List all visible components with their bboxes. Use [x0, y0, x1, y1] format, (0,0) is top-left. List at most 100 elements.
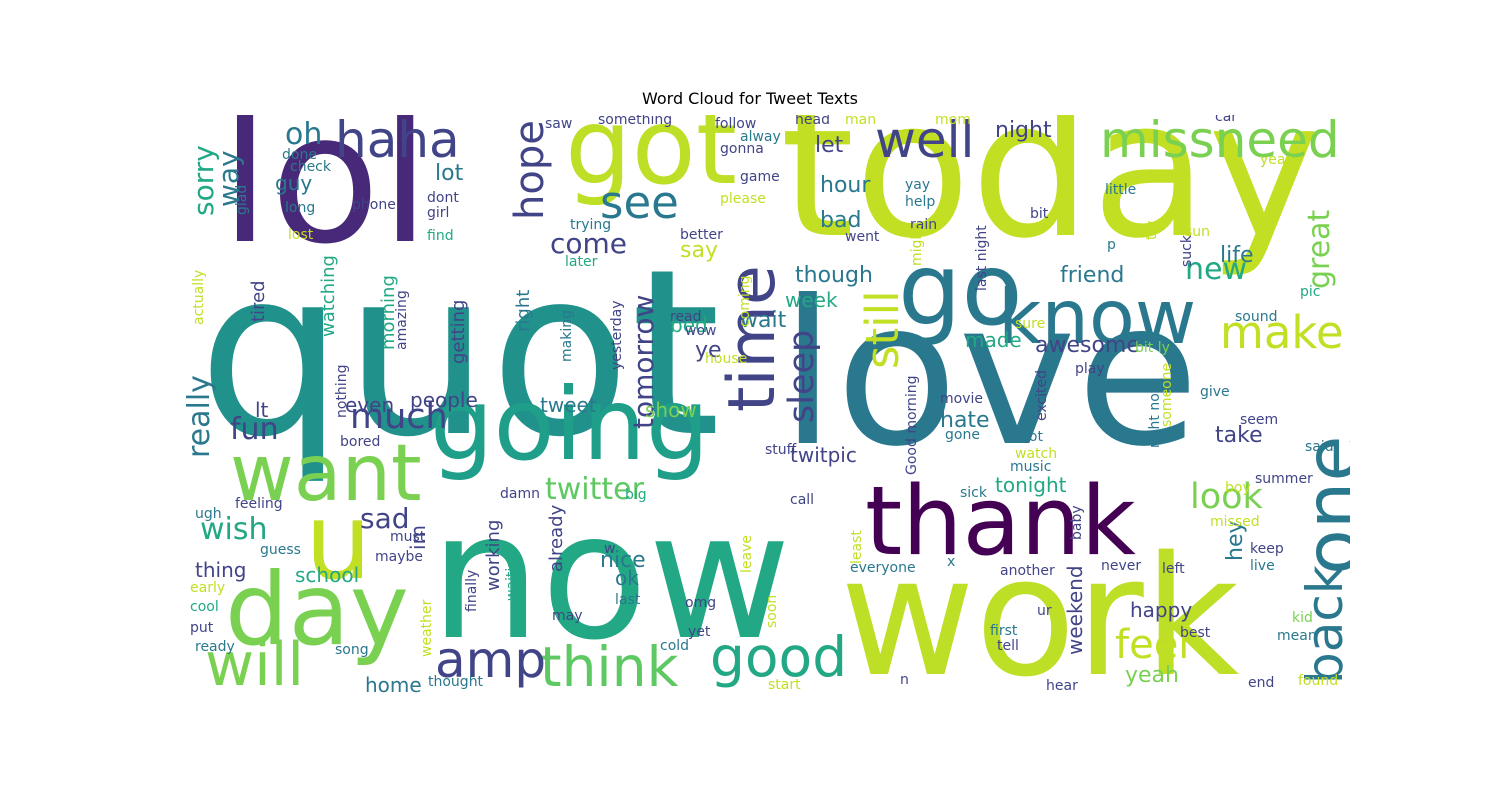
word-today: today [780, 115, 1321, 280]
word-saw: saw [545, 116, 573, 132]
word-n: n [900, 672, 909, 688]
word-people: people [410, 388, 478, 412]
word-tweet: tweet [540, 393, 597, 417]
word-best: best [1180, 625, 1211, 641]
word-already: already [546, 504, 567, 572]
word-well: well [875, 115, 975, 169]
word-week: week [785, 288, 838, 312]
word-coming: coming [737, 275, 753, 327]
word-amp: amp [435, 631, 547, 689]
word-feeling: feeling [235, 496, 283, 512]
word-read: read [670, 309, 702, 325]
word-bad: bad [820, 208, 862, 233]
word-year: year [1260, 152, 1292, 168]
word-gone: gone [945, 427, 980, 443]
word-give: give [1200, 384, 1230, 400]
word-life: life [1220, 243, 1254, 268]
word-glad: glad [234, 184, 250, 215]
word-find: find [427, 228, 454, 244]
word-fun: fun [230, 412, 279, 447]
word-seem: seem [1240, 412, 1279, 428]
word-ye: ye [695, 338, 722, 363]
word-sleep: sleep [782, 329, 822, 423]
word-watch: watch [1015, 446, 1058, 462]
word-thought: thought [428, 674, 484, 690]
word-say: say [680, 238, 718, 263]
word-getting: getting [448, 299, 469, 364]
word-ready: ready [195, 639, 235, 655]
word-waiting: waiting [504, 549, 520, 601]
word-last-night: last night [974, 225, 990, 291]
word-yay: yay [905, 177, 931, 193]
word-bit-ly: bit ly [1135, 340, 1170, 356]
word-even: even [345, 393, 395, 417]
word-found: found [1298, 673, 1339, 689]
chart-title: Word Cloud for Tweet Texts [641, 89, 859, 108]
word-big: big [625, 487, 647, 503]
word-sure: sure [1015, 316, 1046, 332]
word-happy: happy [1130, 598, 1193, 622]
word-another: another [1000, 563, 1055, 579]
word-sad: sad [360, 502, 410, 535]
word-right: right [513, 289, 534, 332]
word-feel: feel [1115, 622, 1190, 668]
word-lot: lot [435, 161, 464, 186]
word-day: day [225, 551, 409, 668]
word-head: head [795, 115, 830, 128]
word-love: love [780, 258, 1200, 491]
word-yesterday: yesterday [609, 300, 625, 370]
word-great: great [1302, 209, 1337, 289]
word-gonna: gonna [720, 141, 764, 157]
word-cool: cool [190, 599, 219, 615]
word-car: car [1215, 115, 1238, 125]
word-pic: pic [1300, 284, 1321, 300]
word-little: little [1105, 182, 1137, 198]
word-song: song [335, 642, 369, 658]
word-make: make [1220, 306, 1344, 359]
word-twitter: twitter [545, 472, 644, 507]
word-tell: tell [997, 638, 1019, 654]
word-leave: leave [739, 535, 755, 573]
word-music: music [1010, 459, 1052, 475]
word-watching: watching [318, 255, 339, 337]
word-play: play [1075, 361, 1105, 377]
word-bed: bed [670, 313, 708, 337]
word-cloud: quot love now today lol work going got day thank w… [180, 115, 1350, 700]
word-right-now: right now [1147, 381, 1163, 448]
word-lost: lost [288, 227, 314, 243]
word-damn: damn [500, 486, 540, 502]
word-check: check [290, 159, 331, 175]
word-baby: baby [1069, 505, 1085, 540]
word-later: later [565, 254, 598, 270]
word-least: least [849, 530, 865, 564]
word-p: p [1107, 237, 1116, 253]
word-twitpic: twitpic [790, 443, 857, 467]
word-wait: wait [740, 308, 787, 333]
word-hour: hour [820, 173, 871, 198]
word-stuff: stuff [765, 442, 797, 458]
word-thank: thank [865, 467, 1136, 577]
word-show: show [645, 398, 697, 422]
word-everyone: everyone [850, 560, 916, 576]
word-hot: hot [1020, 429, 1043, 445]
word-one: one [1288, 435, 1350, 575]
word-last: last [615, 592, 641, 608]
word-much: much [350, 397, 448, 437]
word-summer: summer [1255, 471, 1313, 487]
word-follow: follow [715, 116, 757, 132]
word-mom: mom [935, 115, 971, 128]
word-left: left [1162, 561, 1185, 577]
word-something: something [598, 115, 673, 128]
word-night: night [995, 118, 1052, 143]
word-better: better [680, 227, 723, 243]
word-done: done [282, 147, 317, 163]
word-early: early [190, 580, 226, 596]
word-please: please [720, 191, 766, 207]
word-actually: actually [191, 269, 207, 325]
word-weather: weather [419, 599, 435, 657]
word-dont: dont [427, 190, 459, 206]
word-ur: ur [1037, 603, 1052, 619]
word-rain: rain [910, 217, 938, 233]
word-went: went [845, 229, 880, 245]
word-sound: sound [1235, 309, 1278, 325]
